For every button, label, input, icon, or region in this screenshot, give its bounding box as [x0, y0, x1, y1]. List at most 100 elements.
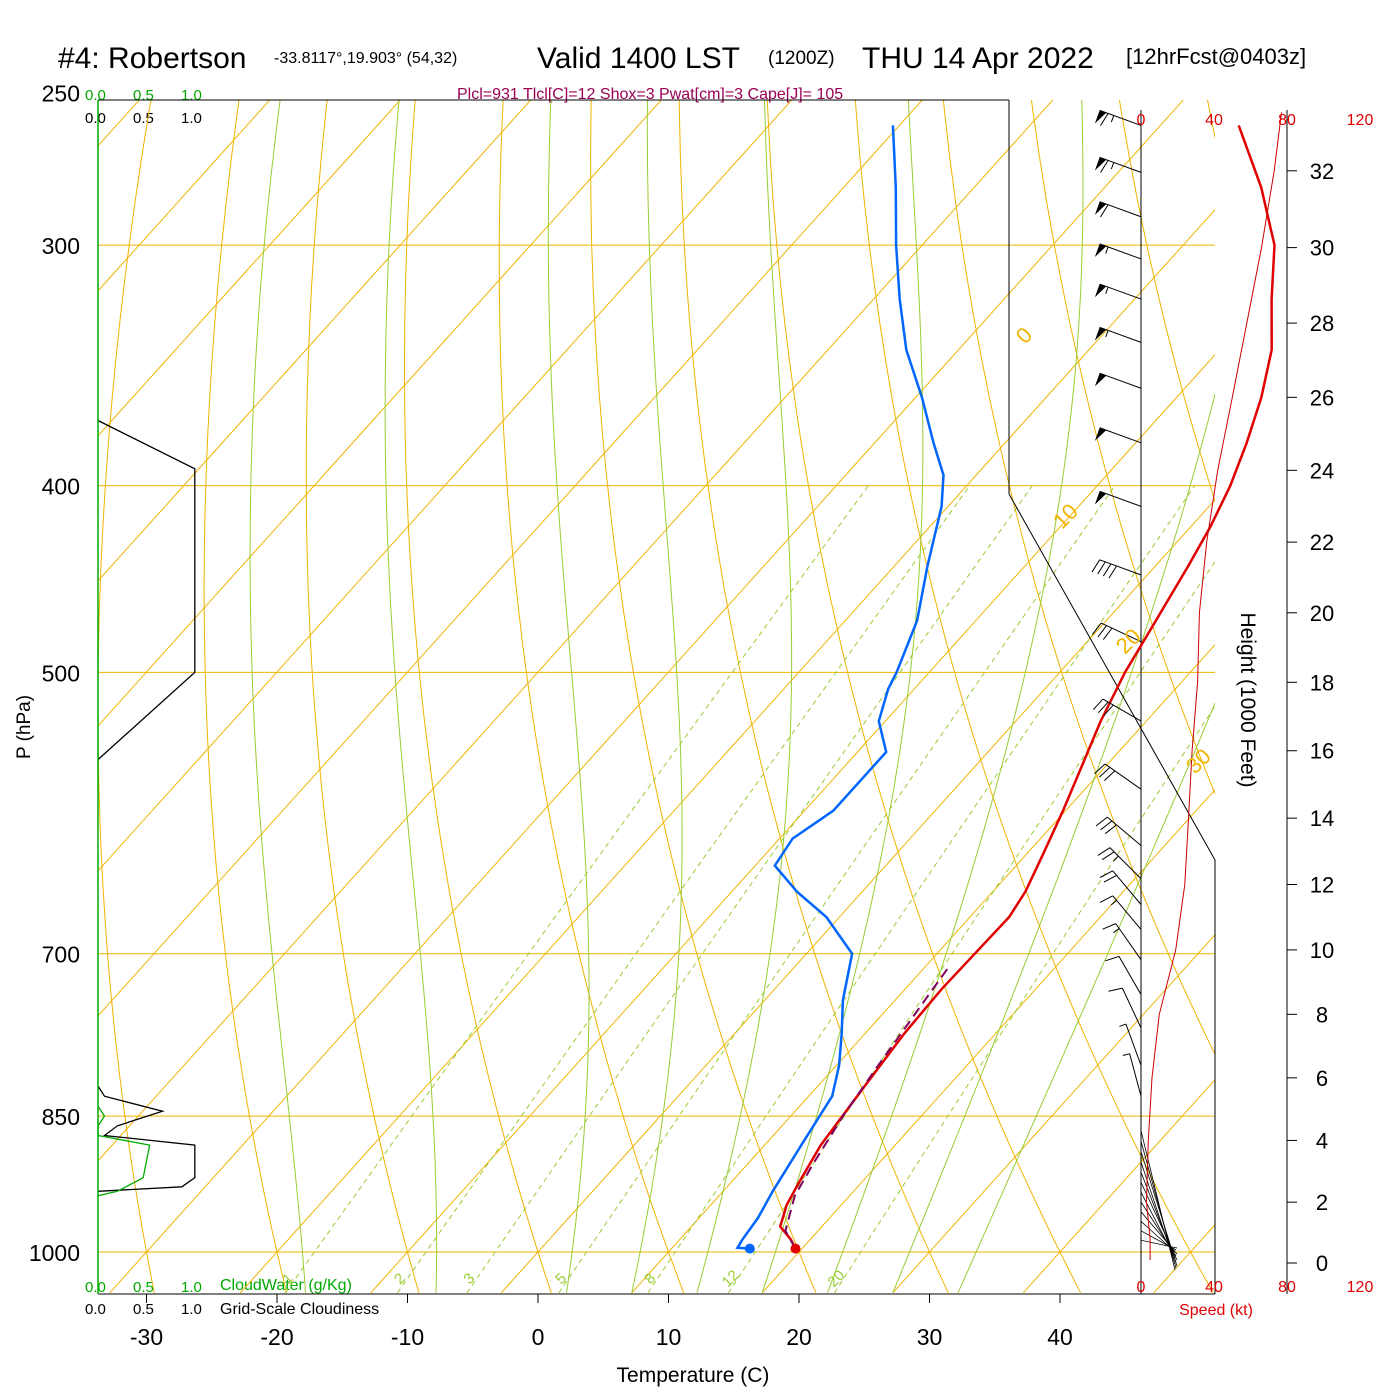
speed-tick: 40: [1205, 1279, 1223, 1296]
wind-barb-half-feather: [1110, 899, 1117, 906]
x-tick-label: 0: [532, 1324, 545, 1350]
x-tick-label: -20: [260, 1324, 293, 1350]
pressure-tick-label: 300: [42, 233, 80, 259]
wind-barb-feather: [1097, 625, 1107, 638]
wind-barb-feather: [1100, 204, 1109, 218]
height-tick-label: 20: [1310, 601, 1334, 626]
cloudiness-profile-line: [97, 1085, 196, 1192]
mixing-ratio-label: 12: [719, 1267, 743, 1291]
wind-barb-half-feather: [1113, 928, 1120, 933]
thermo-background-lines: 1 2 3 5 8 12 20: [98, 100, 1215, 1294]
wind-barb-half-feather: [1105, 330, 1109, 338]
cloudwater-tick: 0.5: [133, 1279, 154, 1296]
axes: -30 -20 -10 0 10 20 30 402503004005007008501000…: [29, 81, 1334, 1350]
wind-barb-feather: [1103, 874, 1117, 883]
speed-tick: 0: [1137, 112, 1146, 129]
wind-barb: [1102, 923, 1142, 960]
pressure-tick-label: 250: [42, 81, 80, 107]
wind-barb-staff: [1102, 698, 1142, 722]
dry-adiabat-line: [766, 100, 1082, 1294]
wind-barb-half-feather: [1119, 1023, 1127, 1027]
wind-barb: [1097, 847, 1142, 880]
mixing-ratio-label: 3: [460, 1270, 478, 1288]
cloudwater-tick: 0.0: [85, 87, 106, 104]
wind-barb-flag: [1094, 157, 1107, 171]
cloudiness-tick: 0.0: [85, 1301, 106, 1318]
isotherm-line: [98, 100, 1054, 1162]
wind-barb-flag: [1094, 284, 1107, 298]
dry-adiabat-line: [854, 100, 1214, 1294]
dry-adiabat-line: [1207, 100, 1215, 140]
sounding-curves: [735, 124, 1276, 1254]
pressure-tick-label: 500: [42, 660, 80, 686]
x-tick-label: -10: [391, 1324, 424, 1350]
mixing-ratio-line: [647, 485, 1196, 1294]
cloudiness-tick: 1.0: [181, 1301, 202, 1318]
wind-barb-feather: [1101, 851, 1115, 861]
moist-adiabat-line: [761, 100, 924, 1293]
cloudwater-tick: 0.0: [85, 1279, 106, 1296]
height-tick-label: 26: [1310, 385, 1334, 410]
wind-barb-staff: [1109, 847, 1142, 880]
wind-barb: [1094, 372, 1142, 389]
x-tick-label: -30: [130, 1324, 163, 1350]
wind-barb-half-feather: [1113, 855, 1119, 862]
wind-barb-feather: [1095, 816, 1108, 827]
wind-barb: [1094, 283, 1142, 300]
moist-adiabat-line: [631, 100, 683, 1293]
wind-barb-feather: [1100, 113, 1109, 126]
wind-barb: [1094, 243, 1142, 260]
wind-barb: [1108, 987, 1142, 1029]
height-axis-title: Height (1000 Feet): [1236, 612, 1259, 787]
cloudwater-profile-line: [97, 1105, 151, 1197]
cloudwater-tick: 1.0: [181, 87, 202, 104]
dry-adiabat-line: [98, 100, 155, 1293]
chart-header: #4: Robertson -33.8117°,19.903° (54,32) …: [58, 42, 1306, 103]
moist-adiabat-line: [696, 100, 793, 1293]
isotherm-line: [500, 499, 1215, 1294]
isotherm-line: [1022, 1079, 1215, 1294]
wind-barb-feather: [1102, 627, 1113, 640]
wind-barb-flag: [1094, 201, 1107, 215]
wind-barb: [1095, 816, 1142, 846]
wind-barb-feather: [1104, 824, 1117, 835]
wind-barb-staff: [1112, 895, 1142, 930]
wind-barb-feather: [1108, 565, 1117, 579]
wind-barb: [1105, 955, 1142, 995]
temperature-curve: [778, 124, 1276, 1250]
wind-barb: [1091, 559, 1142, 579]
wind-barb-staff: [1099, 326, 1142, 343]
wind-barb-feather: [1091, 559, 1101, 573]
isotherm-label: 30: [1181, 744, 1216, 779]
speed-tick: 80: [1278, 112, 1296, 129]
wind-barb-feather: [1102, 563, 1112, 577]
wind-barb: [1092, 698, 1142, 722]
wind-ray: [1140, 1239, 1178, 1249]
wind-speed-line: [1145, 112, 1282, 1260]
wind-barb-feather: [1102, 923, 1116, 930]
mixing-ratio-line: [466, 485, 1033, 1294]
wind-barb-staff: [1099, 372, 1142, 389]
height-tick-label: 16: [1310, 739, 1334, 764]
dry-adiabat-line: [1118, 100, 1215, 503]
isotherm-label: 0: [1011, 322, 1037, 348]
wind-barb: [1094, 490, 1142, 507]
height-tick-label: 2: [1316, 1190, 1328, 1215]
height-tick-label: 18: [1310, 670, 1334, 695]
stability-indices: Plcl=931 Tlcl[C]=12 Shox=3 Pwat[cm]=3 Ca…: [457, 86, 843, 103]
wind-barb-staff: [1099, 109, 1142, 126]
height-tick-label: 22: [1310, 530, 1334, 555]
wind-barb-feather: [1097, 847, 1111, 856]
height-tick-label: 28: [1310, 311, 1334, 336]
isotherm-label: 10: [1048, 499, 1083, 534]
plot-frame: [98, 99, 1288, 1295]
dry-adiabat-line: [942, 100, 1215, 1056]
height-tick-label: 14: [1310, 806, 1334, 831]
wind-barb-feather: [1099, 870, 1113, 878]
wind-barb-staff: [1099, 559, 1142, 576]
x-tick-label: 40: [1047, 1324, 1073, 1350]
wind-barb-flag: [1094, 491, 1107, 505]
wind-barb: [1119, 1023, 1142, 1066]
height-tick-label: 0: [1316, 1251, 1328, 1276]
